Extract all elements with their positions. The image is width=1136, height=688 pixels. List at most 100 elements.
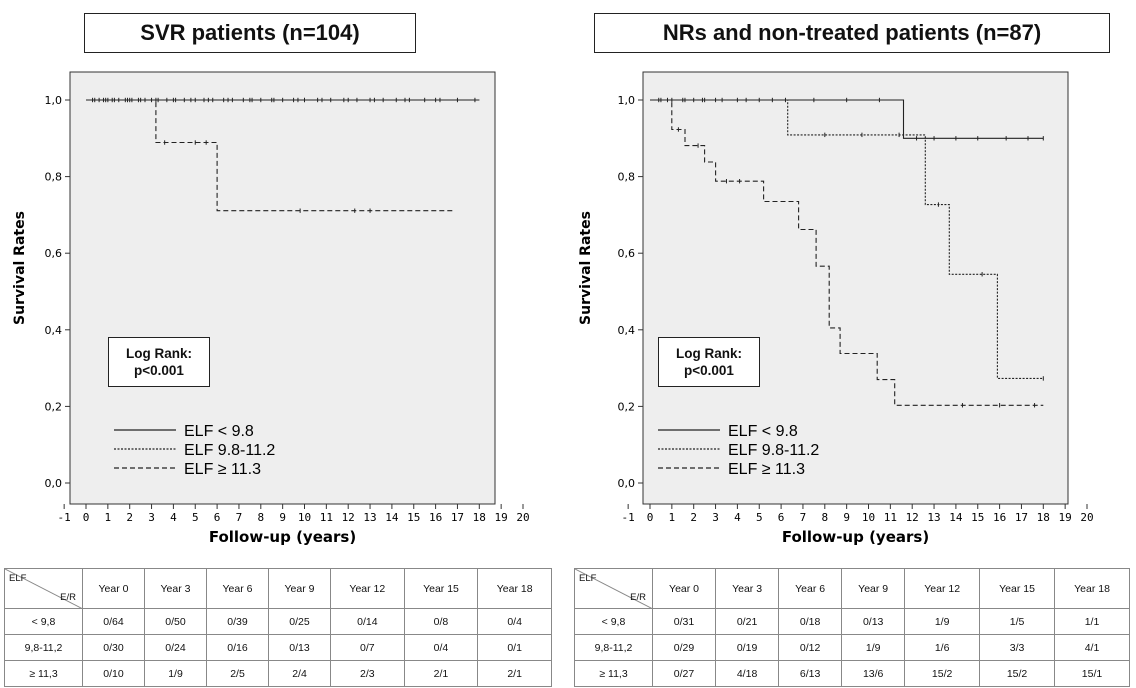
log-rank-box: Log Rank: p<0.001 [658,337,760,387]
table-cell: 2/1 [477,660,552,687]
x-tick-label: 14 [949,511,963,524]
table-cell: 0/24 [144,634,207,661]
column-header: Year 0 [82,568,145,609]
table-cell: 0/30 [82,634,145,661]
table-cell: 0/27 [651,660,717,687]
x-tick-label: 4 [734,511,741,524]
x-tick-label: 20 [516,511,529,524]
legend-label: ELF ≥ 11.3 [728,461,805,478]
table-cell: 0/16 [206,634,269,661]
x-tick-label: 2 [126,511,133,524]
x-tick-label: 20 [1080,511,1093,524]
x-tick-label: 0 [83,511,90,524]
table-cell: 3/3 [979,634,1055,661]
table-cell: 1/1 [1054,608,1130,635]
legend-label: ELF ≥ 11.3 [184,461,261,478]
y-tick-label: 0,6 [618,247,636,260]
table-cell: 0/1 [477,634,552,661]
legend-label: ELF < 9.8 [184,423,254,440]
corner-top-label: ELF [579,573,597,584]
table-cell: 0/10 [82,660,145,687]
table-cell: 0/14 [330,608,405,635]
column-header: Year 15 [979,568,1055,609]
x-tick-label: 18 [473,511,486,524]
table-cell: 0/39 [206,608,269,635]
table-row: ≥ 11,3 0/10 1/9 2/5 2/4 2/3 2/1 2/1 [4,660,552,687]
column-header: Year 9 [841,568,906,609]
x-tick-label: 16 [993,511,1006,524]
x-tick-label: 7 [800,511,807,524]
row-label: ≥ 11,3 [574,660,653,687]
y-tick-label: 0,0 [618,477,636,490]
x-tick-label: 19 [1059,511,1072,524]
x-tick-label: 19 [495,511,508,524]
table-cell: 1/9 [904,608,981,635]
x-tick-label: 16 [429,511,442,524]
table-corner-header: ELF E/R [574,568,653,609]
log-rank-pvalue: p<0.001 [684,363,734,378]
table-corner-header: ELF E/R [4,568,83,609]
x-tick-label: 3 [148,511,155,524]
x-axis-label: Follow-up (years) [782,528,929,546]
x-tick-label: 17 [1015,511,1028,524]
x-tick-label: 5 [756,511,763,524]
y-axis-label: Survival Rates [578,211,594,325]
table-cell: 4/18 [715,660,780,687]
x-tick-label: 0 [647,511,654,524]
events-at-risk-table: ELF E/R Year 0 Year 3 Year 6 Year 9 Year 12 Yea… [4,568,552,687]
table-cell: 0/7 [330,634,405,661]
x-tick-label: 12 [906,511,919,524]
table-cell: 1/9 [144,660,207,687]
column-header: Year 18 [1054,568,1130,609]
y-tick-label: 0,0 [45,477,63,490]
table-cell: 0/64 [82,608,145,635]
table-row: ≥ 11,3 0/27 4/18 6/13 13/6 15/2 15/2 15/1 [574,660,1130,687]
y-tick-label: 0,4 [618,324,636,337]
table-cell: 1/9 [841,634,906,661]
corner-bottom-label: E/R [630,592,646,603]
column-header: Year 9 [268,568,331,609]
y-tick-label: 0,6 [45,247,63,260]
log-rank-label: Log Rank: [676,346,742,361]
table-cell: 13/6 [841,660,906,687]
legend-label: ELF < 9.8 [728,423,798,440]
table-cell: 1/6 [904,634,981,661]
column-header: Year 0 [651,568,717,609]
table-cell: 4/1 [1054,634,1130,661]
y-tick-label: 0,8 [45,171,63,184]
plot-area [69,71,496,505]
row-label: 9,8-11,2 [574,634,653,661]
table-cell: 0/4 [403,634,479,661]
column-header: Year 15 [403,568,479,609]
table-cell: 0/25 [268,608,331,635]
table-cell: 2/1 [403,660,479,687]
table-cell: 2/4 [268,660,331,687]
x-tick-label: 12 [342,511,355,524]
x-tick-label: 11 [884,511,897,524]
panel-title: SVR patients (n=104) [84,13,416,53]
series-line-2 [650,99,1044,379]
x-tick-label: 15 [971,511,984,524]
column-header: Year 6 [206,568,269,609]
table-row: 9,8-11,2 0/30 0/24 0/16 0/13 0/7 0/4 0/1 [4,634,552,661]
x-tick-label: 6 [214,511,221,524]
y-tick-label: 1,0 [618,94,636,107]
x-tick-label: 13 [927,511,940,524]
x-tick-label: 9 [279,511,286,524]
x-tick-label: 5 [192,511,199,524]
column-header: Year 3 [144,568,207,609]
column-header: Year 18 [477,568,552,609]
x-tick-label: 7 [236,511,243,524]
table-row: 9,8-11,2 0/29 0/19 0/12 1/9 1/6 3/3 4/1 [574,634,1130,661]
row-label: ≥ 11,3 [4,660,83,687]
svr-panel: SVR patients (n=104) 0,0 0,2 0,4 0,6 0,8 1,0 -… [0,0,560,688]
table-cell: 0/50 [144,608,207,635]
row-label: < 9,8 [4,608,83,635]
km-chart-nr: 0,00,20,40,60,81,0-1 0 1 2 3 4 5 6 7 8 9 10 11 12 13 14… [578,71,1094,546]
x-tick-label: 1 [105,511,112,524]
x-tick-label: 4 [170,511,177,524]
x-tick-label: 6 [778,511,785,524]
x-tick-label: 8 [821,511,828,524]
x-tick-label: 3 [712,511,719,524]
column-header: Year 12 [330,568,405,609]
